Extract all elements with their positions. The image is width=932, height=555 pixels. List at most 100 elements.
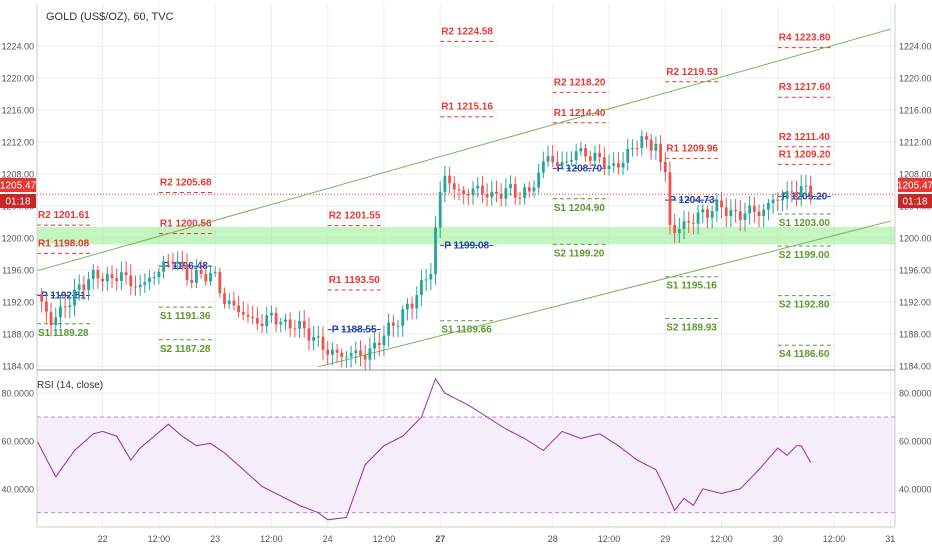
candle-body	[195, 269, 198, 283]
candle-body	[382, 335, 386, 346]
countdown-right: 01:18	[902, 197, 927, 208]
candle-body	[270, 312, 273, 316]
time-tick-label: 12:00	[260, 534, 283, 544]
candle-body	[143, 282, 147, 285]
candle-body	[767, 202, 770, 210]
candle-body	[44, 301, 48, 312]
candle-body	[391, 322, 395, 326]
candle-body	[752, 205, 756, 212]
candle-body	[645, 136, 648, 140]
price-tick-label-left: 1184.00	[2, 362, 34, 372]
rsi-tick-label-left: 80.0000	[1, 389, 34, 399]
pivot-level-label: R1 1193.50	[329, 275, 381, 286]
countdown-left: 01:18	[5, 197, 30, 208]
candle-body	[687, 221, 691, 223]
candle-body	[551, 156, 555, 163]
candle-body	[429, 274, 433, 280]
candle-body	[415, 295, 419, 309]
price-tick-label-right: 1196.00	[899, 266, 931, 276]
rsi-title: RSI (14, close)	[37, 380, 103, 391]
price-tick-label-left: 1212.00	[1, 138, 34, 148]
pivot-level-label: S1 1189.28	[38, 328, 89, 339]
candle-body	[457, 189, 461, 191]
pivot-level-label: S2 1187.28	[160, 344, 211, 355]
candle-body	[410, 303, 414, 309]
candle-body	[476, 185, 480, 189]
candle-body	[621, 162, 625, 168]
candle-body	[68, 305, 72, 308]
time-tick-label: 22	[98, 534, 108, 544]
candle-body	[223, 293, 226, 304]
candle-body	[724, 207, 728, 217]
pivot-level-label: R1 1209.96	[666, 143, 718, 154]
price-tick-label-right: 1212.00	[899, 138, 932, 148]
candle-body	[438, 191, 442, 228]
candle-body	[607, 165, 611, 170]
candle-body	[185, 264, 189, 281]
candle-body	[720, 200, 723, 208]
candle-body	[546, 156, 550, 162]
time-tick-label: 23	[210, 534, 220, 544]
candle-body	[677, 228, 681, 233]
pivot-level-label: R2 1211.40	[779, 132, 831, 143]
candle-body	[790, 191, 794, 193]
candle-body	[171, 261, 175, 264]
channel-line-upper	[36, 28, 891, 272]
candle-body	[105, 274, 109, 282]
candle-body	[495, 191, 498, 195]
candle-body	[785, 191, 789, 199]
candle-body	[541, 161, 545, 173]
candle-body	[729, 210, 733, 217]
candle-body	[190, 280, 194, 283]
candle-body	[345, 356, 348, 358]
time-tick-label: 12:00	[710, 534, 733, 544]
candle-body	[466, 194, 470, 196]
pivot-level-label: S2 1192.80	[779, 300, 830, 311]
candle-body	[570, 160, 573, 162]
candle-body	[715, 200, 719, 212]
candle-body	[218, 271, 222, 294]
candle-body	[593, 152, 597, 161]
candle-body	[809, 185, 813, 195]
price-tag-right: 1205.47	[897, 181, 932, 192]
pivot-level-label: R2 1201.61	[38, 210, 90, 221]
candle-body	[54, 317, 58, 326]
candle-body	[82, 284, 86, 290]
candle-body	[504, 188, 508, 199]
time-tick-label: 12:00	[148, 534, 171, 544]
candle-body	[96, 270, 100, 279]
rsi-tick-label-left: 40.0000	[1, 484, 34, 494]
candle-body	[302, 320, 306, 329]
candle-body	[556, 162, 559, 166]
candle-body	[157, 271, 161, 278]
candle-body	[373, 342, 376, 349]
pivot-level-label: S4 1186.60	[779, 349, 830, 360]
candle-body	[598, 152, 602, 158]
price-tick-label-right: 1224.00	[899, 42, 932, 52]
candle-body	[795, 191, 798, 196]
candle-body	[134, 286, 137, 288]
price-tag-right-bg	[898, 178, 932, 192]
candle-body	[743, 213, 747, 221]
candle-body	[288, 319, 292, 329]
pivot-level-label: P 1196.48	[163, 261, 208, 272]
time-tick-label: 31	[885, 534, 895, 544]
candle-body	[73, 289, 76, 306]
time-tick-label: 12:00	[598, 534, 621, 544]
time-tick-label: 30	[773, 534, 783, 544]
candle-body	[316, 336, 320, 338]
candle-body	[251, 316, 255, 319]
candle-body	[588, 156, 592, 161]
candle-body	[701, 209, 705, 213]
candle-body	[443, 175, 447, 192]
candle-body	[377, 342, 381, 346]
pivot-level-label: P 1208.70	[557, 163, 603, 174]
candle-body	[354, 350, 358, 354]
candle-body	[518, 197, 522, 199]
candle-body	[616, 163, 620, 168]
price-tick-label-left: 1220.00	[1, 74, 34, 84]
price-tick-label-right: 1184.00	[899, 362, 931, 372]
pivot-level-label: R2 1224.58	[441, 26, 493, 37]
candle-body	[776, 199, 780, 201]
